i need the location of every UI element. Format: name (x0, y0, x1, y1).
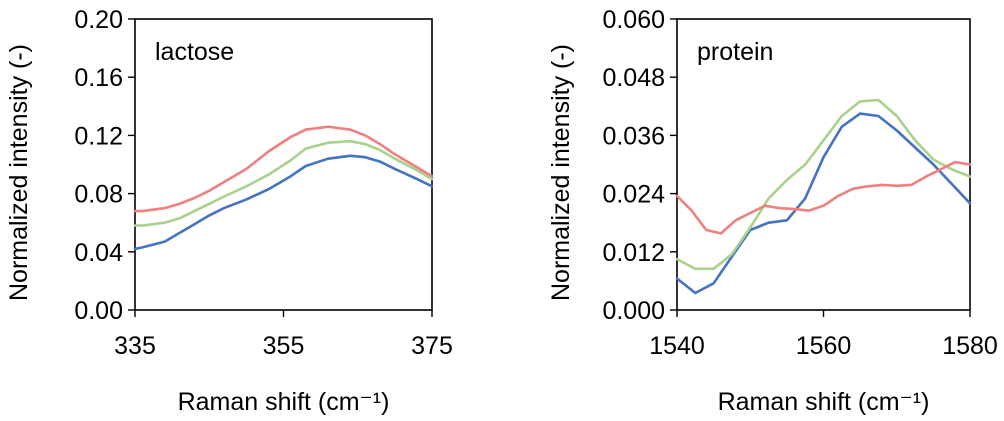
y-tick-label: 0.012 (602, 239, 665, 267)
y-tick-label: 0.036 (602, 122, 665, 150)
x-tick-label: 1540 (649, 332, 705, 360)
y-axis-title: Normalized intensity (-) (5, 44, 33, 301)
series-line-2 (675, 160, 972, 235)
y-tick-label: 0.12 (74, 122, 123, 150)
x-axis-title: Raman shift (cm⁻¹) (178, 388, 390, 416)
x-tick-label: 355 (263, 332, 305, 360)
series-line-2 (133, 125, 434, 213)
y-tick-label: 0.16 (74, 64, 123, 92)
y-axis-title: Normalized intensity (-) (547, 44, 575, 301)
series-line-1 (675, 98, 972, 271)
x-axis-title: Raman shift (cm⁻¹) (718, 388, 930, 416)
y-tick-label: 0.20 (74, 6, 123, 34)
y-tick-label: 0.024 (602, 181, 665, 209)
y-tick-label: 0.08 (74, 181, 123, 209)
y-tick-label: 0.00 (74, 297, 123, 325)
y-tick-label: 0.04 (74, 239, 123, 267)
y-tick-label: 0.048 (602, 64, 665, 92)
x-tick-label: 1580 (942, 332, 998, 360)
chart-panel-0: 0.00 0.04 0.08 0.12 0.16 0.20 335 355 375 lactose… (5, 6, 453, 416)
y-tick-label: 0.000 (602, 297, 665, 325)
chart-panel-1: 0.000 0.012 0.024 0.036 0.048 0.060 1540 1560 15… (547, 6, 998, 416)
x-tick-label: 375 (411, 332, 453, 360)
y-tick-label: 0.060 (602, 6, 665, 34)
x-tick-label: 1560 (796, 332, 852, 360)
series-line-1 (133, 139, 434, 227)
panel-annotation: lactose (155, 38, 234, 66)
series-line-0 (133, 154, 434, 251)
series-line-0 (675, 112, 972, 295)
panel-annotation: protein (697, 38, 773, 66)
x-tick-label: 335 (114, 332, 156, 360)
